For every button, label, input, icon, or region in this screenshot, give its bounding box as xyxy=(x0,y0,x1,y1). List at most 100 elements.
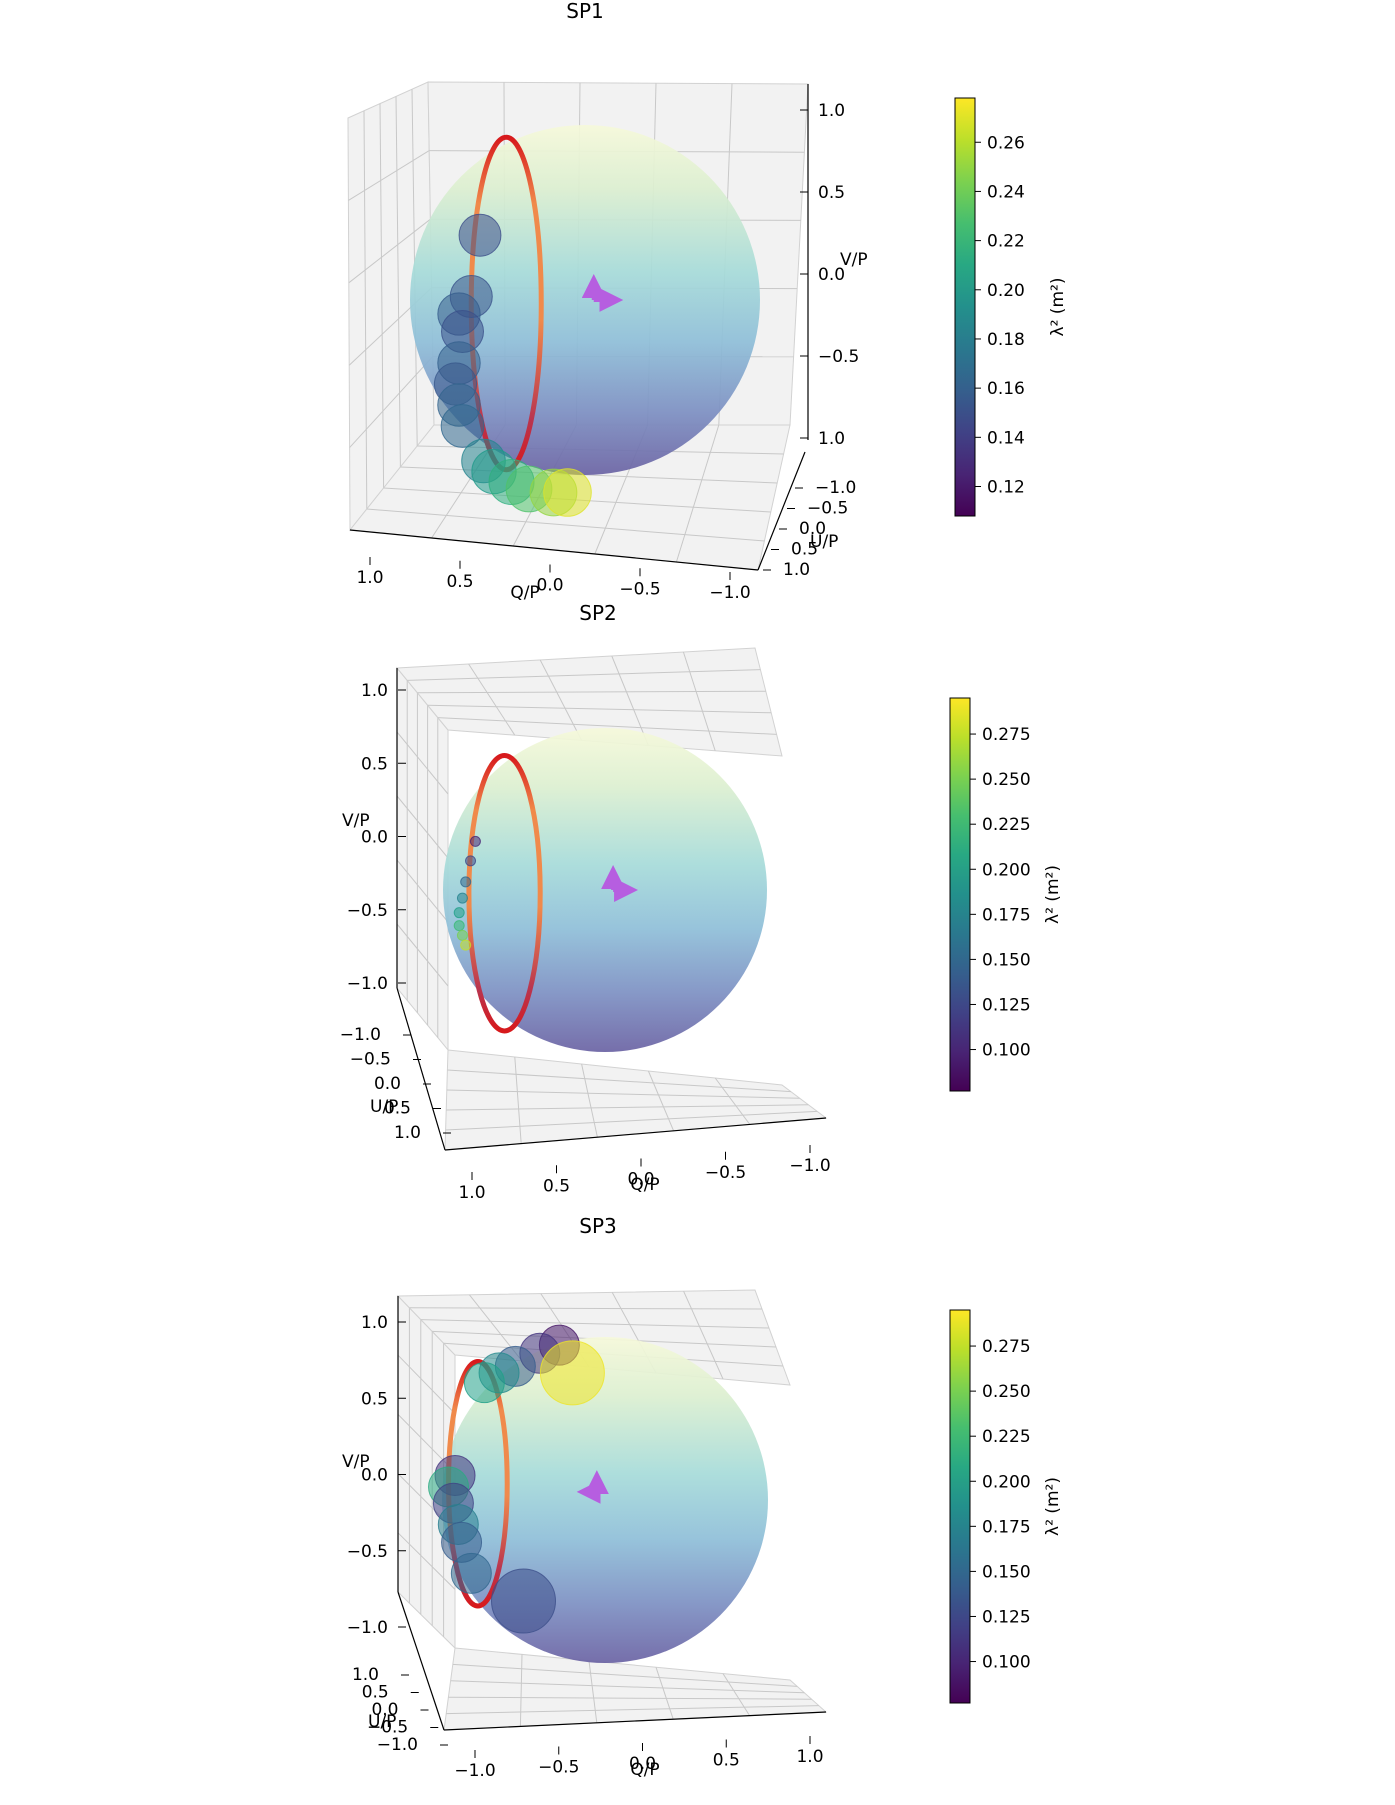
grid-line xyxy=(396,923,449,987)
colorbar xyxy=(954,97,976,517)
grid-line xyxy=(445,1110,818,1131)
x-tick-label: 0.0 xyxy=(536,576,563,596)
colorbar-tick-label: 0.100 xyxy=(982,1041,1031,1061)
data-point xyxy=(469,835,481,847)
z-tick-label: 1.0 xyxy=(818,101,845,121)
colorbar-tick-label: 0.225 xyxy=(982,815,1031,835)
data-point xyxy=(543,468,592,517)
z-tick-label: 0.5 xyxy=(361,1389,388,1409)
colorbar-tick-label: 0.24 xyxy=(987,182,1025,202)
grid-line xyxy=(519,1654,523,1727)
y-tick-label: −1.0 xyxy=(377,1735,418,1755)
grid-line xyxy=(396,795,449,859)
axis-line xyxy=(396,987,446,1151)
grid-line xyxy=(714,1077,751,1125)
pane-0 xyxy=(396,666,449,1052)
grid-line xyxy=(437,717,777,735)
axis-line xyxy=(349,529,759,571)
axis-line xyxy=(444,1117,827,1151)
data-point xyxy=(450,1552,492,1594)
chart-title: SP3 xyxy=(579,1214,616,1238)
pane-2 xyxy=(443,1647,828,1731)
colorbar xyxy=(949,1309,971,1704)
y-tick-label: 0.5 xyxy=(362,1683,389,1703)
data-point xyxy=(453,907,465,919)
data-point xyxy=(440,404,485,448)
colorbar-tick-label: 0.250 xyxy=(982,770,1031,790)
colorbar-tick-label: 0.14 xyxy=(987,428,1025,448)
data-point xyxy=(458,213,502,257)
x-tick-label: 0.5 xyxy=(446,572,473,592)
y-tick-label: −0.5 xyxy=(367,1718,408,1738)
panel-sp3: −1.0 −0.5 0.0 0.5 1.01.00.50.0−0.5−1.01.00.5… xyxy=(342,1214,1063,1781)
y-tick-label: −0.5 xyxy=(807,499,848,519)
x-tick-label: −0.5 xyxy=(538,1758,579,1778)
grid-line xyxy=(682,651,716,751)
colorbar-tick-label: 0.275 xyxy=(982,1337,1031,1357)
y-tick-label: 0.5 xyxy=(791,540,818,560)
grid-line xyxy=(348,218,431,284)
colorbar-tick-label: 0.175 xyxy=(982,905,1031,925)
z-tick-label: 0.5 xyxy=(361,754,388,774)
colorbar-tick-label: 0.12 xyxy=(987,477,1025,497)
grid-line xyxy=(446,1089,800,1099)
grid-line xyxy=(395,96,401,468)
colorbar-tick-label: 0.16 xyxy=(987,379,1025,399)
z-tick-label: −0.5 xyxy=(818,347,859,367)
x-tick-label: 0.5 xyxy=(543,1176,570,1196)
grid-line xyxy=(588,1660,598,1723)
grid-line xyxy=(417,690,766,694)
grid-line xyxy=(448,1696,812,1700)
y-tick-label: 0.0 xyxy=(371,1700,398,1720)
panel-sp1: 1.0 0.5 0.0 −0.5 −1.0−1.0−0.50.00.51.01.00.5… xyxy=(347,0,1068,603)
data-point xyxy=(463,1362,505,1404)
grid-line xyxy=(396,731,449,795)
colorbar-label: λ² (m²) xyxy=(1043,865,1063,924)
z-tick-label: 1.0 xyxy=(361,681,388,701)
grid-line xyxy=(514,1056,522,1144)
data-point xyxy=(456,929,468,941)
grid-line xyxy=(366,508,765,542)
z-tick-label: −0.5 xyxy=(347,901,388,921)
z-tick-label: −1.0 xyxy=(347,974,388,994)
grid-line xyxy=(348,150,430,201)
grid-line xyxy=(379,103,385,489)
grid-line xyxy=(468,663,516,736)
colorbar-tick-label: 0.125 xyxy=(982,1607,1031,1627)
grid-line xyxy=(611,655,649,746)
colorbar-label: λ² (m²) xyxy=(1043,1477,1063,1536)
grid-line xyxy=(647,1070,675,1131)
x-axis-label: Q/P xyxy=(630,1175,659,1195)
grid-line xyxy=(722,1673,751,1716)
pane-2 xyxy=(444,1049,828,1151)
z-tick-label: 0.0 xyxy=(361,828,388,848)
y-tick-label: 1.0 xyxy=(783,560,810,580)
grid-line xyxy=(452,1663,798,1687)
grid-line xyxy=(407,669,761,681)
y-tick-label: 0.5 xyxy=(384,1099,411,1119)
x-tick-label: 0.0 xyxy=(627,1170,654,1190)
polarization-ring xyxy=(466,753,543,1034)
x-tick-label: −0.5 xyxy=(705,1163,746,1183)
axis-line xyxy=(397,1591,445,1731)
data-point xyxy=(539,1340,605,1406)
x-tick-label: −1.0 xyxy=(709,583,750,603)
x-axis-label: Q/P xyxy=(630,1760,659,1780)
y-tick-label: −1.0 xyxy=(815,478,856,498)
colorbar-tick-label: 0.22 xyxy=(987,232,1025,252)
colorbar-tick-label: 0.100 xyxy=(982,1653,1031,1673)
pane-1 xyxy=(395,647,783,757)
y-tick-label: 1.0 xyxy=(394,1123,421,1143)
colorbar-tick-label: 0.20 xyxy=(987,281,1025,301)
y-axis-label: U/P xyxy=(810,532,838,552)
data-point xyxy=(491,1568,556,1634)
grid-line xyxy=(396,859,449,923)
data-point xyxy=(465,855,477,867)
chart-title: SP2 xyxy=(579,601,616,625)
grid-line xyxy=(447,1069,791,1093)
data-point xyxy=(456,892,468,904)
y-tick-label: 1.0 xyxy=(352,1665,379,1685)
axis-line xyxy=(443,1711,827,1731)
grid-line xyxy=(420,1319,770,1329)
grid-line xyxy=(675,424,720,563)
